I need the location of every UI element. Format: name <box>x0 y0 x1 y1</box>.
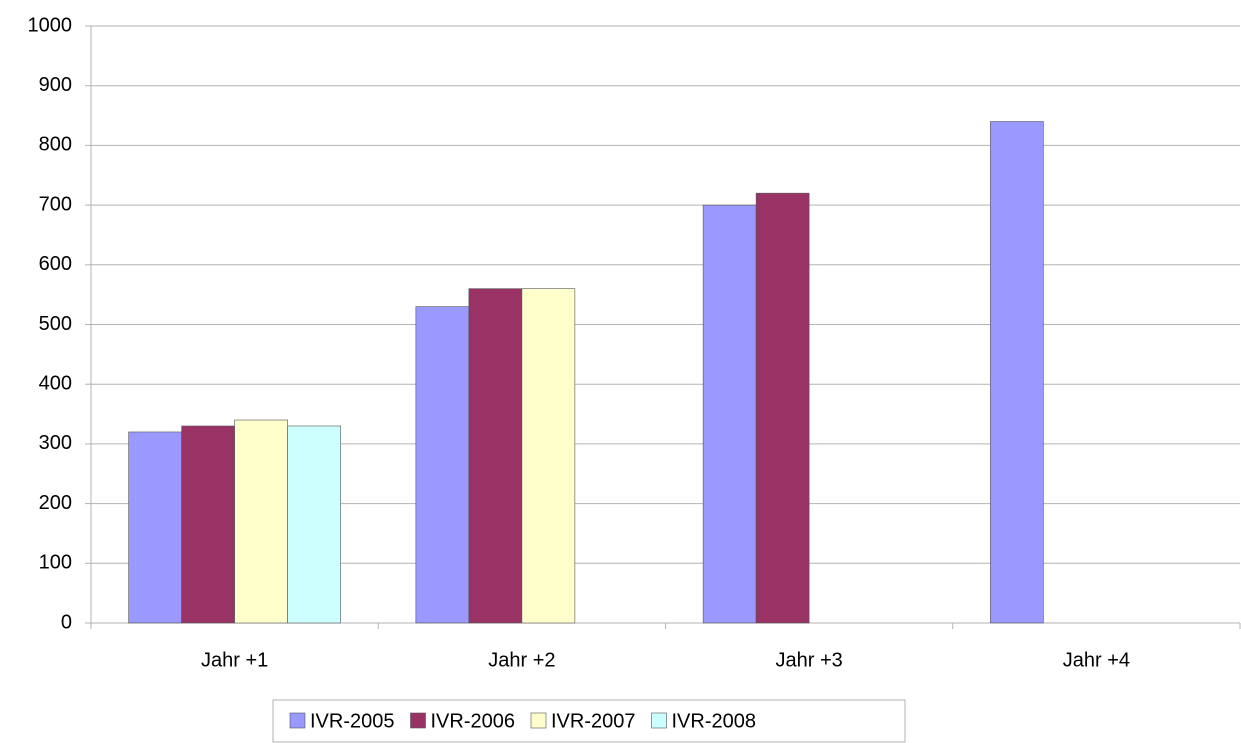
y-tick-label: 500 <box>39 313 72 335</box>
x-tick-label: Jahr +4 <box>1063 649 1130 671</box>
y-tick-label: 200 <box>39 492 72 514</box>
y-tick-label: 1000 <box>28 14 73 36</box>
bar <box>521 288 576 624</box>
bar <box>181 425 235 624</box>
y-tick-label: 800 <box>39 134 72 156</box>
bar <box>128 431 182 624</box>
bar <box>468 288 523 624</box>
legend-swatch <box>530 712 547 729</box>
bar <box>234 419 288 624</box>
legend-label: IVR-2007 <box>551 710 636 732</box>
y-tick-label: 300 <box>39 432 72 454</box>
y-tick-label: 900 <box>39 74 72 96</box>
legend-swatch <box>410 712 426 729</box>
bar <box>415 306 470 624</box>
bar <box>990 121 1044 624</box>
y-tick-label: 0 <box>61 611 72 633</box>
legend <box>272 699 906 743</box>
legend-label: IVR-2006 <box>431 710 516 732</box>
y-tick-label: 600 <box>39 253 72 275</box>
x-tick-label: Jahr +2 <box>488 649 555 671</box>
x-tick-label: Jahr +3 <box>775 649 842 671</box>
bar <box>287 425 341 624</box>
legend-swatch <box>651 712 667 729</box>
legend-label: IVR-2008 <box>672 710 757 732</box>
y-tick-label: 100 <box>39 552 72 574</box>
bar <box>702 204 757 624</box>
y-tick-label: 700 <box>39 193 72 215</box>
y-tick-label: 400 <box>39 372 72 394</box>
bar <box>755 192 810 624</box>
legend-label: IVR-2005 <box>310 710 395 732</box>
legend-swatch <box>289 712 306 729</box>
x-tick-label: Jahr +1 <box>201 649 268 671</box>
